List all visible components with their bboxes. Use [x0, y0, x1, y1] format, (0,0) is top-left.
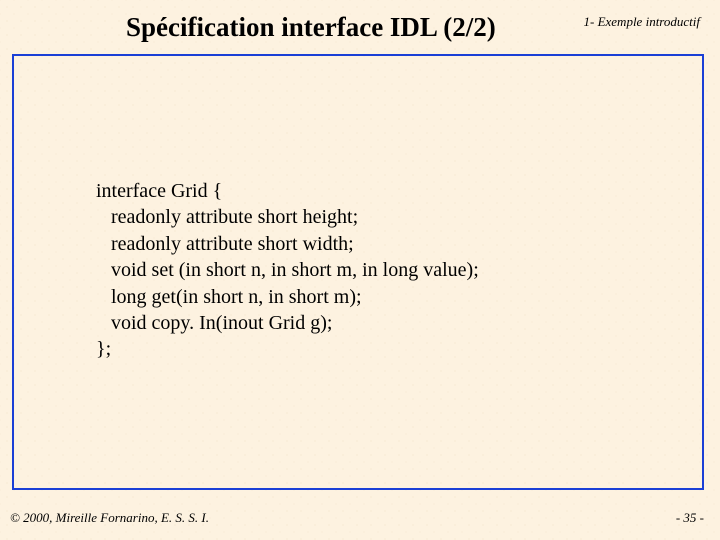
code-line: readonly attribute short width;	[96, 233, 354, 255]
slide-title: Spécification interface IDL (2/2)	[126, 12, 496, 43]
code-line: readonly attribute short height;	[96, 206, 358, 228]
idl-code-block: interface Grid { readonly attribute shor…	[96, 178, 702, 363]
code-line: interface Grid {	[96, 180, 222, 202]
footer-copyright: © 2000, Mireille Fornarino, E. S. S. I.	[10, 510, 209, 526]
code-line: void copy. In(inout Grid g);	[96, 312, 332, 334]
footer-page-number: - 35 -	[676, 510, 704, 526]
code-line: void set (in short n, in short m, in lon…	[96, 259, 479, 281]
code-line: long get(in short n, in short m);	[96, 286, 362, 308]
header-note: 1- Exemple introductif	[584, 14, 701, 30]
content-box: interface Grid { readonly attribute shor…	[12, 54, 704, 490]
code-line: };	[96, 338, 111, 360]
